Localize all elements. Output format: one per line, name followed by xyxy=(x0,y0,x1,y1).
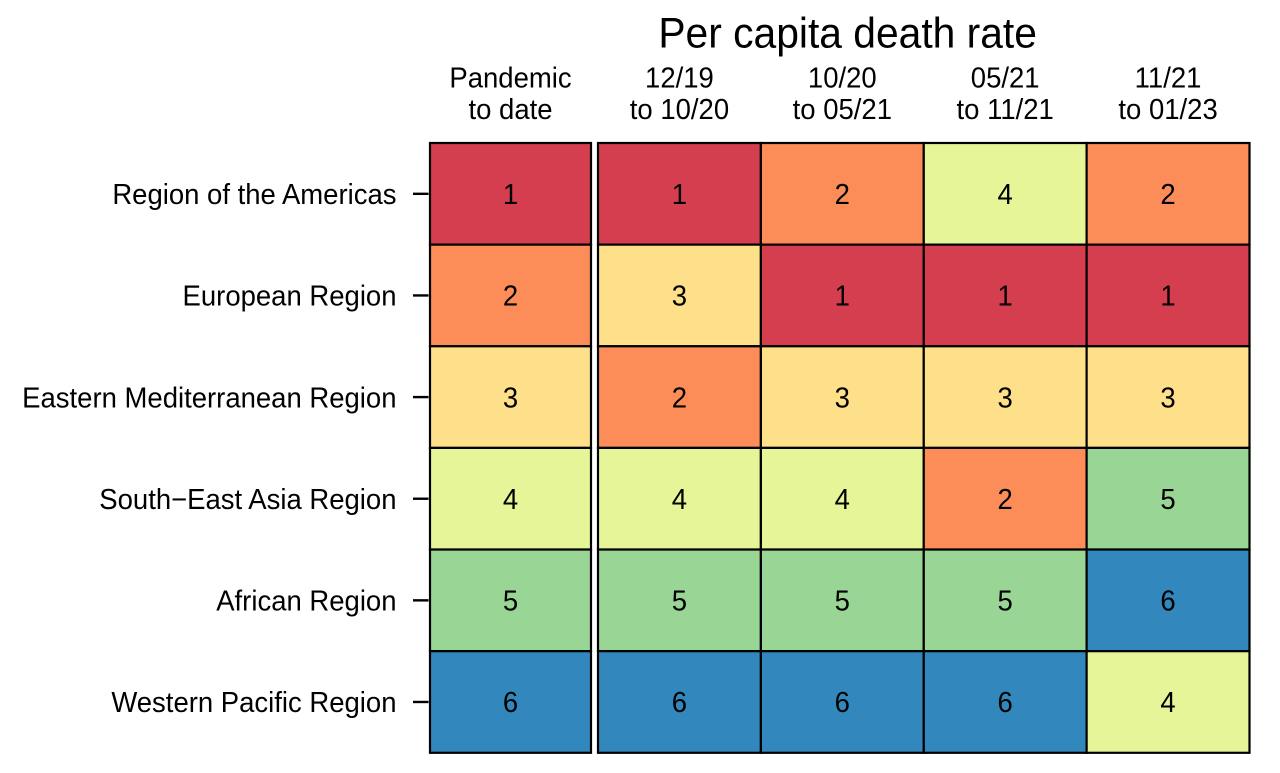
svg-text:1: 1 xyxy=(672,178,687,210)
svg-text:2: 2 xyxy=(998,483,1013,515)
svg-text:4: 4 xyxy=(998,178,1013,210)
svg-text:6: 6 xyxy=(503,687,518,719)
svg-text:Eastern Mediterranean Region: Eastern Mediterranean Region xyxy=(22,382,396,414)
svg-text:to 05/21: to 05/21 xyxy=(793,93,892,125)
svg-text:5: 5 xyxy=(672,585,687,617)
svg-text:5: 5 xyxy=(503,585,518,617)
svg-text:6: 6 xyxy=(998,687,1013,719)
svg-text:South−East Asia Region: South−East Asia Region xyxy=(99,483,396,515)
svg-text:1: 1 xyxy=(998,280,1013,312)
svg-text:2: 2 xyxy=(503,280,518,312)
svg-text:to 11/21: to 11/21 xyxy=(957,93,1054,125)
svg-text:Per capita death rate: Per capita death rate xyxy=(658,9,1037,57)
svg-text:4: 4 xyxy=(672,483,687,515)
svg-text:3: 3 xyxy=(998,382,1013,414)
svg-text:to date: to date xyxy=(468,93,552,125)
svg-text:European Region: European Region xyxy=(183,280,397,312)
svg-text:6: 6 xyxy=(835,687,850,719)
svg-text:05/21: 05/21 xyxy=(971,62,1040,94)
svg-text:1: 1 xyxy=(835,280,850,312)
svg-text:to 10/20: to 10/20 xyxy=(630,93,729,125)
svg-text:2: 2 xyxy=(1160,178,1175,210)
svg-text:4: 4 xyxy=(835,483,850,515)
svg-text:to 01/23: to 01/23 xyxy=(1118,93,1217,125)
svg-text:African Region: African Region xyxy=(216,585,396,617)
svg-text:5: 5 xyxy=(998,585,1013,617)
svg-text:5: 5 xyxy=(1160,483,1175,515)
svg-text:6: 6 xyxy=(672,687,687,719)
svg-text:3: 3 xyxy=(1160,382,1175,414)
svg-text:1: 1 xyxy=(1160,280,1175,312)
svg-text:4: 4 xyxy=(503,483,518,515)
svg-text:3: 3 xyxy=(503,382,518,414)
svg-text:12/19: 12/19 xyxy=(645,62,714,94)
svg-text:3: 3 xyxy=(672,280,687,312)
svg-text:2: 2 xyxy=(835,178,850,210)
svg-text:1: 1 xyxy=(503,178,518,210)
svg-text:11/21: 11/21 xyxy=(1135,62,1202,94)
svg-text:Region of the Americas: Region of the Americas xyxy=(112,178,396,210)
svg-text:Pandemic: Pandemic xyxy=(449,62,571,94)
svg-text:3: 3 xyxy=(835,382,850,414)
svg-text:6: 6 xyxy=(1160,585,1175,617)
svg-text:10/20: 10/20 xyxy=(808,62,877,94)
svg-text:4: 4 xyxy=(1160,687,1175,719)
svg-text:2: 2 xyxy=(672,382,687,414)
svg-text:Western Pacific Region: Western Pacific Region xyxy=(111,687,396,719)
svg-text:5: 5 xyxy=(835,585,850,617)
